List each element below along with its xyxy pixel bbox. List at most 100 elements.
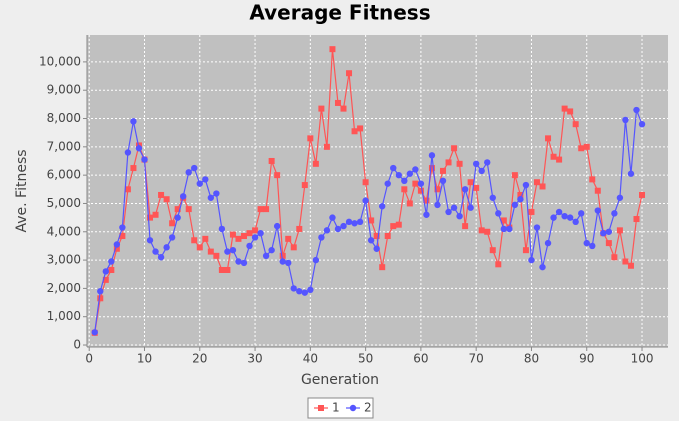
- marker: [395, 171, 402, 179]
- x-tick-label: 10: [137, 352, 152, 366]
- legend-label: 2: [364, 401, 372, 415]
- marker: [517, 196, 524, 203]
- marker: [268, 157, 275, 164]
- marker: [572, 121, 579, 128]
- marker: [627, 170, 635, 177]
- marker: [97, 288, 104, 295]
- marker: [384, 180, 391, 187]
- marker: [285, 259, 292, 267]
- marker: [257, 229, 264, 237]
- marker: [500, 225, 508, 233]
- marker: [97, 295, 104, 302]
- marker: [500, 217, 507, 224]
- marker: [633, 106, 640, 114]
- marker: [119, 224, 126, 231]
- marker: [456, 212, 463, 220]
- marker: [340, 105, 347, 112]
- marker: [434, 201, 441, 209]
- marker: [489, 247, 496, 254]
- marker: [191, 237, 198, 244]
- marker: [622, 116, 629, 124]
- marker: [417, 180, 425, 187]
- marker: [91, 329, 98, 336]
- marker: [207, 248, 214, 255]
- marker: [627, 262, 634, 269]
- marker: [439, 177, 447, 185]
- marker: [423, 197, 430, 204]
- marker: [257, 206, 264, 213]
- marker: [511, 172, 518, 179]
- y-tick-label: 5,000: [47, 196, 81, 210]
- marker: [368, 217, 375, 224]
- marker: [395, 221, 402, 228]
- marker: [378, 203, 386, 210]
- marker: [545, 135, 552, 142]
- marker: [522, 247, 529, 254]
- marker: [135, 145, 143, 152]
- marker: [229, 231, 236, 238]
- marker: [108, 258, 115, 265]
- marker: [224, 248, 231, 255]
- marker: [290, 285, 297, 292]
- marker: [147, 214, 154, 221]
- marker: [616, 194, 624, 201]
- marker: [528, 208, 535, 215]
- marker: [312, 256, 320, 264]
- marker: [185, 169, 192, 176]
- marker: [263, 206, 270, 213]
- marker: [196, 244, 203, 251]
- marker: [307, 286, 314, 294]
- marker: [158, 191, 165, 198]
- marker: [373, 233, 380, 240]
- marker: [169, 220, 176, 227]
- marker: [268, 246, 275, 254]
- marker: [340, 222, 347, 230]
- marker: [561, 105, 568, 112]
- marker: [174, 206, 181, 213]
- marker: [594, 187, 601, 194]
- marker: [152, 248, 159, 255]
- x-tick-label: 80: [524, 352, 539, 366]
- y-tick-label: 1,000: [47, 309, 81, 323]
- marker: [445, 208, 452, 216]
- marker: [401, 186, 408, 193]
- y-tick-label: 4,000: [47, 224, 81, 238]
- marker: [478, 167, 485, 175]
- marker: [191, 164, 198, 172]
- legend: [307, 397, 374, 419]
- marker: [428, 152, 436, 159]
- y-tick-label: 6,000: [47, 168, 81, 182]
- x-tick-label: 20: [192, 352, 207, 366]
- marker: [373, 245, 380, 252]
- chart-title: Average Fitness: [249, 1, 430, 25]
- marker: [346, 70, 353, 77]
- marker: [384, 233, 391, 240]
- marker: [495, 210, 502, 217]
- marker: [312, 160, 319, 167]
- x-tick-label: 0: [85, 352, 93, 366]
- marker: [578, 210, 585, 217]
- x-tick-label: 90: [579, 352, 594, 366]
- marker: [224, 266, 231, 273]
- marker: [406, 170, 414, 177]
- marker: [152, 211, 159, 218]
- marker: [285, 235, 292, 242]
- marker: [185, 206, 192, 213]
- marker: [179, 193, 187, 200]
- marker: [279, 252, 286, 259]
- marker: [456, 160, 463, 167]
- marker: [539, 183, 546, 190]
- marker: [273, 222, 281, 230]
- marker: [202, 235, 209, 242]
- x-axis-label: Generation: [301, 372, 379, 388]
- marker: [213, 190, 220, 197]
- marker: [229, 246, 237, 254]
- marker: [296, 225, 303, 232]
- marker: [461, 186, 469, 193]
- marker: [522, 181, 530, 189]
- marker: [356, 218, 364, 226]
- marker: [484, 159, 491, 166]
- marker: [108, 266, 115, 273]
- marker: [124, 149, 132, 156]
- marker: [605, 228, 613, 235]
